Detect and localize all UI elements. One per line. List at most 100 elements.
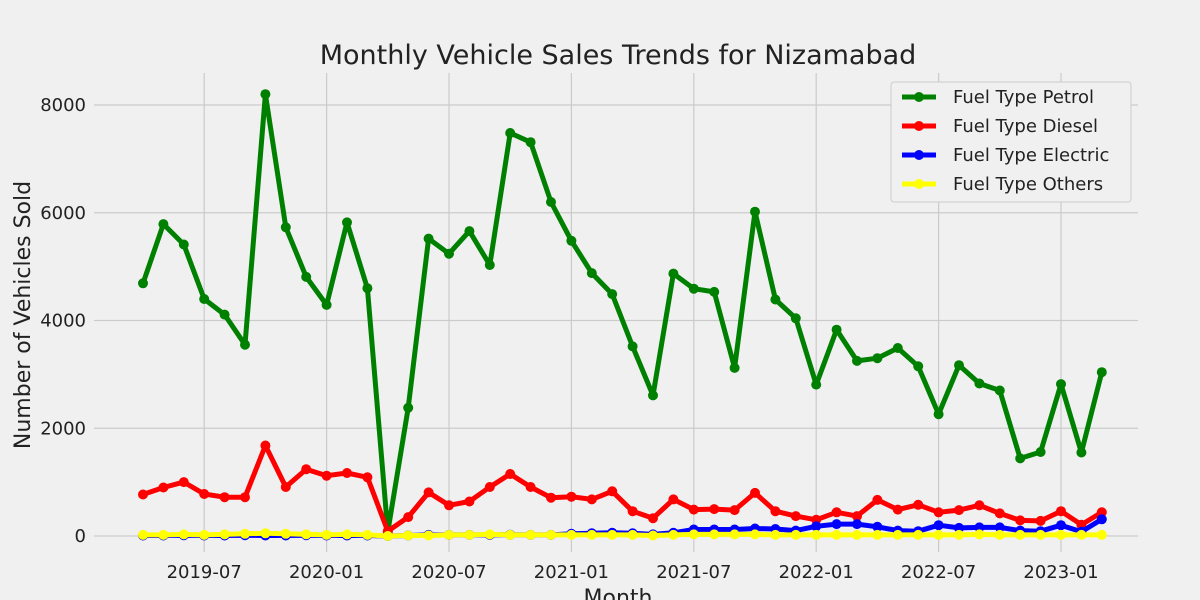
data-point bbox=[913, 529, 924, 540]
data-point bbox=[974, 378, 985, 389]
data-point bbox=[688, 504, 699, 515]
data-point bbox=[668, 529, 679, 540]
data-point bbox=[444, 529, 454, 540]
data-point bbox=[1056, 379, 1066, 390]
data-point bbox=[586, 268, 597, 279]
data-point bbox=[484, 260, 495, 270]
data-point bbox=[586, 529, 597, 540]
data-point bbox=[627, 341, 638, 352]
legend-marker bbox=[914, 121, 924, 131]
data-point bbox=[933, 507, 944, 518]
data-point bbox=[321, 299, 332, 310]
data-point bbox=[260, 89, 271, 100]
data-point bbox=[1056, 506, 1066, 517]
data-point bbox=[464, 529, 475, 540]
data-point bbox=[566, 491, 577, 502]
data-point bbox=[403, 402, 414, 413]
data-point bbox=[1076, 529, 1087, 540]
data-point bbox=[362, 529, 373, 540]
data-point bbox=[342, 468, 352, 478]
data-point bbox=[525, 137, 536, 148]
data-point bbox=[158, 529, 169, 540]
data-point bbox=[831, 529, 842, 540]
grid-lines bbox=[94, 73, 1138, 552]
series-4 bbox=[138, 528, 1107, 541]
data-point bbox=[280, 528, 291, 539]
data-point bbox=[240, 339, 250, 350]
data-point bbox=[240, 492, 250, 503]
data-point bbox=[729, 362, 740, 373]
data-point bbox=[709, 504, 720, 515]
data-point bbox=[811, 529, 822, 540]
x-tick-label: 2021-01 bbox=[534, 562, 609, 583]
data-point bbox=[607, 486, 618, 497]
data-point bbox=[668, 268, 679, 279]
legend-label: Fuel Type Electric bbox=[953, 145, 1109, 166]
data-point bbox=[280, 222, 291, 233]
data-point bbox=[790, 511, 801, 522]
data-point bbox=[668, 494, 679, 505]
data-point bbox=[586, 494, 597, 505]
data-point bbox=[362, 283, 373, 294]
data-point bbox=[178, 239, 189, 250]
data-point bbox=[546, 197, 556, 207]
data-point bbox=[648, 390, 658, 401]
data-point bbox=[301, 529, 312, 540]
data-point bbox=[403, 530, 414, 541]
data-point bbox=[321, 470, 332, 481]
data-point bbox=[423, 530, 434, 541]
data-point bbox=[872, 494, 883, 505]
data-point bbox=[566, 235, 577, 246]
data-point bbox=[892, 529, 903, 540]
data-point bbox=[505, 128, 516, 138]
data-point bbox=[1096, 507, 1107, 518]
data-point bbox=[444, 248, 454, 259]
legend-label: Fuel Type Diesel bbox=[953, 116, 1098, 137]
data-point bbox=[260, 440, 271, 451]
data-point bbox=[505, 469, 516, 479]
data-point bbox=[301, 271, 312, 282]
data-point bbox=[1015, 453, 1026, 464]
data-point bbox=[423, 487, 434, 498]
x-tick-label: 2022-01 bbox=[779, 562, 854, 583]
data-point bbox=[240, 528, 250, 539]
data-point bbox=[750, 206, 760, 217]
legend: Fuel Type Petrol Fuel Type Diesel Fuel Typ… bbox=[890, 81, 1132, 203]
data-point bbox=[648, 530, 658, 541]
data-point bbox=[301, 464, 312, 475]
data-point bbox=[1096, 367, 1107, 378]
data-point bbox=[790, 529, 801, 540]
data-point bbox=[627, 529, 638, 540]
data-point bbox=[770, 506, 781, 517]
data-point bbox=[199, 489, 210, 499]
data-point bbox=[974, 522, 985, 533]
data-point bbox=[464, 226, 475, 237]
data-point bbox=[1035, 447, 1046, 457]
data-point bbox=[138, 278, 148, 289]
series-layer bbox=[138, 89, 1107, 541]
data-point bbox=[811, 521, 822, 532]
data-point bbox=[1035, 529, 1046, 540]
y-tick-label: 4000 bbox=[40, 311, 86, 332]
data-point bbox=[913, 361, 924, 372]
data-point bbox=[688, 283, 699, 294]
data-point bbox=[974, 529, 985, 540]
x-tick-label: 2022-07 bbox=[901, 562, 976, 583]
legend-box bbox=[890, 81, 1132, 203]
data-point bbox=[872, 521, 883, 532]
data-point bbox=[994, 522, 1005, 533]
data-point bbox=[199, 294, 210, 304]
data-point bbox=[892, 343, 903, 353]
data-point bbox=[1076, 447, 1087, 458]
data-point bbox=[342, 217, 352, 228]
data-point bbox=[199, 529, 210, 540]
legend-marker bbox=[914, 92, 924, 102]
legend-label: Fuel Type Others bbox=[953, 174, 1103, 195]
data-point bbox=[607, 529, 618, 540]
data-point bbox=[525, 482, 536, 492]
data-point bbox=[260, 528, 271, 539]
x-tick-label: 2019-07 bbox=[167, 562, 242, 583]
data-point bbox=[688, 529, 699, 540]
data-point bbox=[954, 360, 964, 371]
